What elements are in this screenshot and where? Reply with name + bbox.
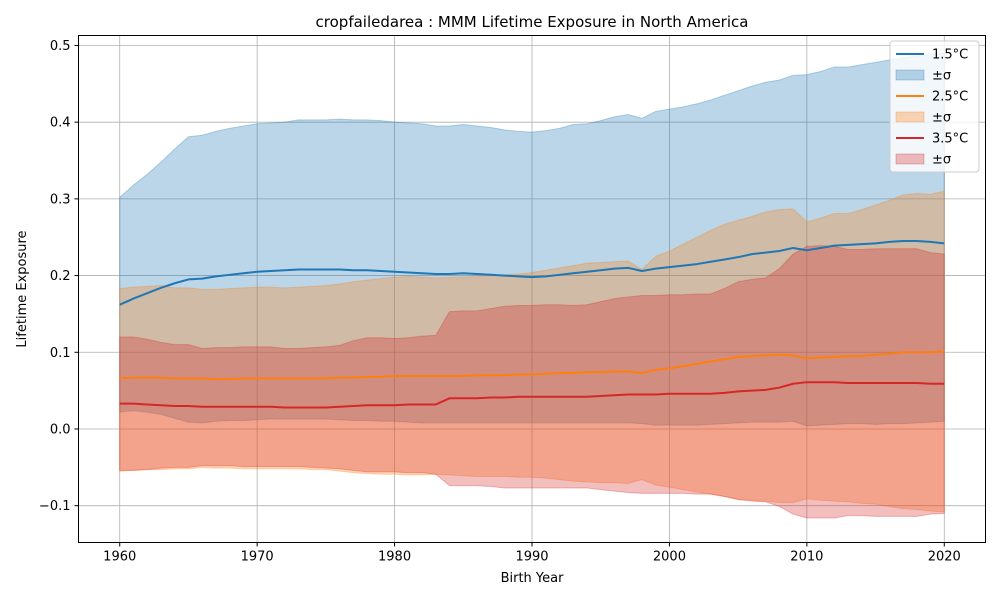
line-group [119, 240, 945, 409]
x-tick-label: 2020 [928, 550, 961, 565]
x-tick-label: 1970 [241, 550, 274, 565]
legend-band-swatch [895, 69, 925, 81]
y-tick-label: 0.3 [50, 192, 71, 207]
chart-title: cropfailedarea : MMM Lifetime Exposure i… [316, 13, 749, 31]
band-3 [119, 245, 945, 519]
y-tick-label: 0.4 [50, 116, 71, 131]
legend: 1.5°C ±σ 2.5°C ±σ 3.5°C ±σ [889, 40, 980, 173]
x-tick-label: 1980 [378, 550, 411, 565]
legend-band-label-2: ±σ [932, 111, 951, 126]
y-axis-ticks: −0.1 0.0 0.1 0.2 0.3 0.4 0.5 [39, 39, 79, 514]
band-1 [119, 52, 945, 427]
legend-band-label-3: ±σ [932, 153, 951, 168]
y-tick-label: 0.2 [50, 269, 71, 284]
y-axis-label: Lifetime Exposure [15, 230, 30, 347]
x-axis-label: Birth Year [501, 571, 565, 586]
x-axis-ticks: 1960 1970 1980 1990 2000 2010 2020 [103, 542, 961, 565]
legend-label-3: 3.5°C [932, 132, 968, 147]
y-tick-label: 0.1 [50, 346, 71, 361]
y-tick-label: −0.1 [39, 499, 71, 514]
legend-band-swatch [895, 111, 925, 123]
series-line-2 [119, 350, 945, 381]
x-tick-label: 2010 [790, 550, 823, 565]
legend-band-swatch [895, 153, 925, 165]
series-line-3 [119, 381, 945, 409]
band-2 [119, 190, 945, 513]
legend-box [889, 40, 980, 173]
y-tick-label: 0.5 [50, 39, 71, 54]
y-tick-label: 0.0 [50, 422, 71, 437]
legend-band-label-1: ±σ [932, 69, 951, 84]
legend-label-1: 1.5°C [932, 48, 968, 63]
x-tick-label: 1960 [103, 550, 136, 565]
band-group [119, 52, 945, 519]
x-tick-label: 1990 [515, 550, 548, 565]
legend-label-2: 2.5°C [932, 90, 968, 105]
x-tick-label: 2000 [653, 550, 686, 565]
series-line-1 [119, 240, 945, 306]
